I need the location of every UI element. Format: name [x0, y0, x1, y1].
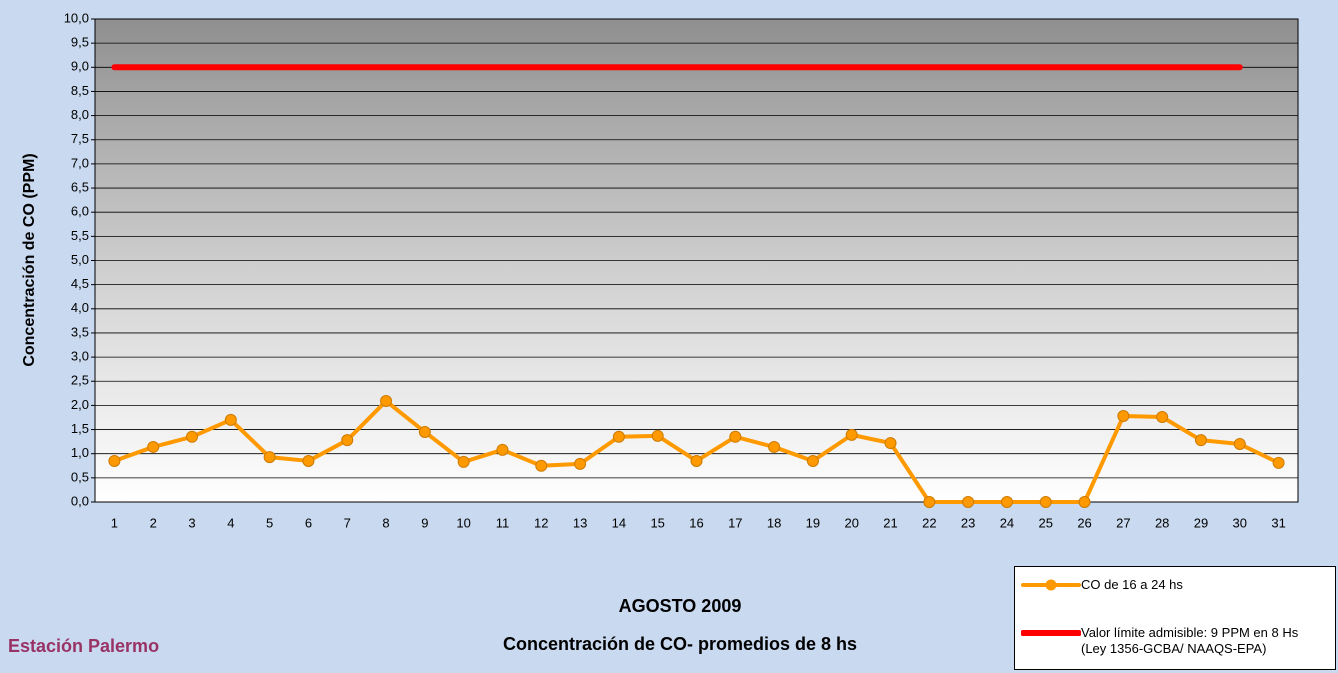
data-point: [497, 444, 508, 455]
data-point: [458, 456, 469, 467]
x-tick-label: 20: [844, 515, 858, 530]
x-tick-label: 14: [612, 515, 626, 530]
x-tick-label: 18: [767, 515, 781, 530]
data-point: [730, 431, 741, 442]
y-tick-label: 9,0: [71, 59, 89, 74]
x-tick-label: 30: [1233, 515, 1247, 530]
x-tick-label: 2: [150, 515, 157, 530]
legend-label: CO de 16 a 24 hs: [1081, 577, 1316, 593]
legend: CO de 16 a 24 hs Valor límite admisible: …: [1014, 566, 1336, 670]
y-tick-label: 2,0: [71, 397, 89, 412]
data-point: [342, 435, 353, 446]
y-tick-label: 1,0: [71, 445, 89, 460]
x-tick-label: 29: [1194, 515, 1208, 530]
legend-swatch: [1021, 577, 1081, 593]
legend-swatch: [1021, 625, 1081, 641]
data-point: [769, 441, 780, 452]
x-tick-label: 17: [728, 515, 742, 530]
x-tick-label: 19: [806, 515, 820, 530]
x-tick-label: 9: [421, 515, 428, 530]
x-tick-label: 11: [496, 515, 510, 530]
chart-subtitle: Concentración de CO- promedios de 8 hs: [503, 634, 857, 654]
data-point: [1118, 411, 1129, 422]
data-point: [1040, 497, 1051, 508]
x-tick-label: 15: [650, 515, 664, 530]
x-tick-label: 22: [922, 515, 936, 530]
y-tick-label: 2,5: [71, 373, 89, 388]
page: {"chart_data": {"type": "line", "title":…: [0, 0, 1338, 673]
data-point: [807, 455, 818, 466]
data-point: [303, 455, 314, 466]
x-tick-label: 12: [534, 515, 548, 530]
x-tick-label: 27: [1116, 515, 1130, 530]
data-point: [963, 497, 974, 508]
y-tick-label: 6,5: [71, 179, 89, 194]
data-point: [536, 460, 547, 471]
x-tick-label: 13: [573, 515, 587, 530]
y-tick-label: 9,5: [71, 35, 89, 50]
y-tick-label: 3,5: [71, 324, 89, 339]
data-point: [381, 396, 392, 407]
x-tick-label: 16: [689, 515, 703, 530]
y-tick-label: 5,5: [71, 228, 89, 243]
y-tick-label: 4,0: [71, 300, 89, 315]
y-tick-label: 0,0: [71, 493, 89, 508]
y-tick-label: 7,5: [71, 131, 89, 146]
y-tick-label: 1,5: [71, 421, 89, 436]
x-tick-label: 31: [1271, 515, 1285, 530]
x-tick-label: 8: [382, 515, 389, 530]
data-point: [652, 430, 663, 441]
data-point: [1273, 457, 1284, 468]
y-tick-label: 6,0: [71, 204, 89, 219]
legend-label: Valor límite admisible: 9 PPM en 8 Hs (L…: [1081, 625, 1316, 657]
y-tick-label: 5,0: [71, 252, 89, 267]
x-tick-label: 24: [1000, 515, 1014, 530]
x-tick-label: 1: [111, 515, 118, 530]
y-tick-label: 8,5: [71, 83, 89, 98]
x-tick-label: 5: [266, 515, 273, 530]
legend-entry: Valor límite admisible: 9 PPM en 8 Hs (L…: [1021, 625, 1316, 657]
data-point: [1001, 497, 1012, 508]
chart-title: AGOSTO 2009: [619, 596, 742, 616]
x-tick-label: 25: [1039, 515, 1053, 530]
data-point: [148, 441, 159, 452]
legend-entry: CO de 16 a 24 hs: [1021, 577, 1316, 593]
x-tick-label: 23: [961, 515, 975, 530]
data-point: [109, 455, 120, 466]
data-point: [613, 431, 624, 442]
x-tick-label: 26: [1077, 515, 1091, 530]
y-axis-label: Concentración de CO (PPM): [21, 153, 38, 366]
x-tick-label: 21: [883, 515, 897, 530]
y-tick-label: 10,0: [64, 10, 89, 25]
annotation: Estación Palermo: [8, 636, 159, 656]
data-point: [1234, 439, 1245, 450]
data-point: [691, 455, 702, 466]
y-tick-label: 3,0: [71, 349, 89, 364]
x-tick-label: 10: [456, 515, 470, 530]
data-point: [1157, 411, 1168, 422]
data-point: [846, 429, 857, 440]
x-tick-label: 7: [344, 515, 351, 530]
y-tick-label: 0,5: [71, 469, 89, 484]
data-point: [1079, 497, 1090, 508]
data-point: [419, 426, 430, 437]
y-tick-label: 8,0: [71, 107, 89, 122]
data-point: [225, 414, 236, 425]
y-tick-label: 7,0: [71, 155, 89, 170]
data-point: [1195, 435, 1206, 446]
x-tick-label: 3: [188, 515, 195, 530]
data-point: [264, 452, 275, 463]
data-point: [885, 438, 896, 449]
x-tick-label: 4: [227, 515, 234, 530]
y-tick-label: 4,5: [71, 276, 89, 291]
x-tick-label: 28: [1155, 515, 1169, 530]
data-point: [924, 497, 935, 508]
x-tick-label: 6: [305, 515, 312, 530]
data-point: [575, 458, 586, 469]
data-point: [187, 431, 198, 442]
